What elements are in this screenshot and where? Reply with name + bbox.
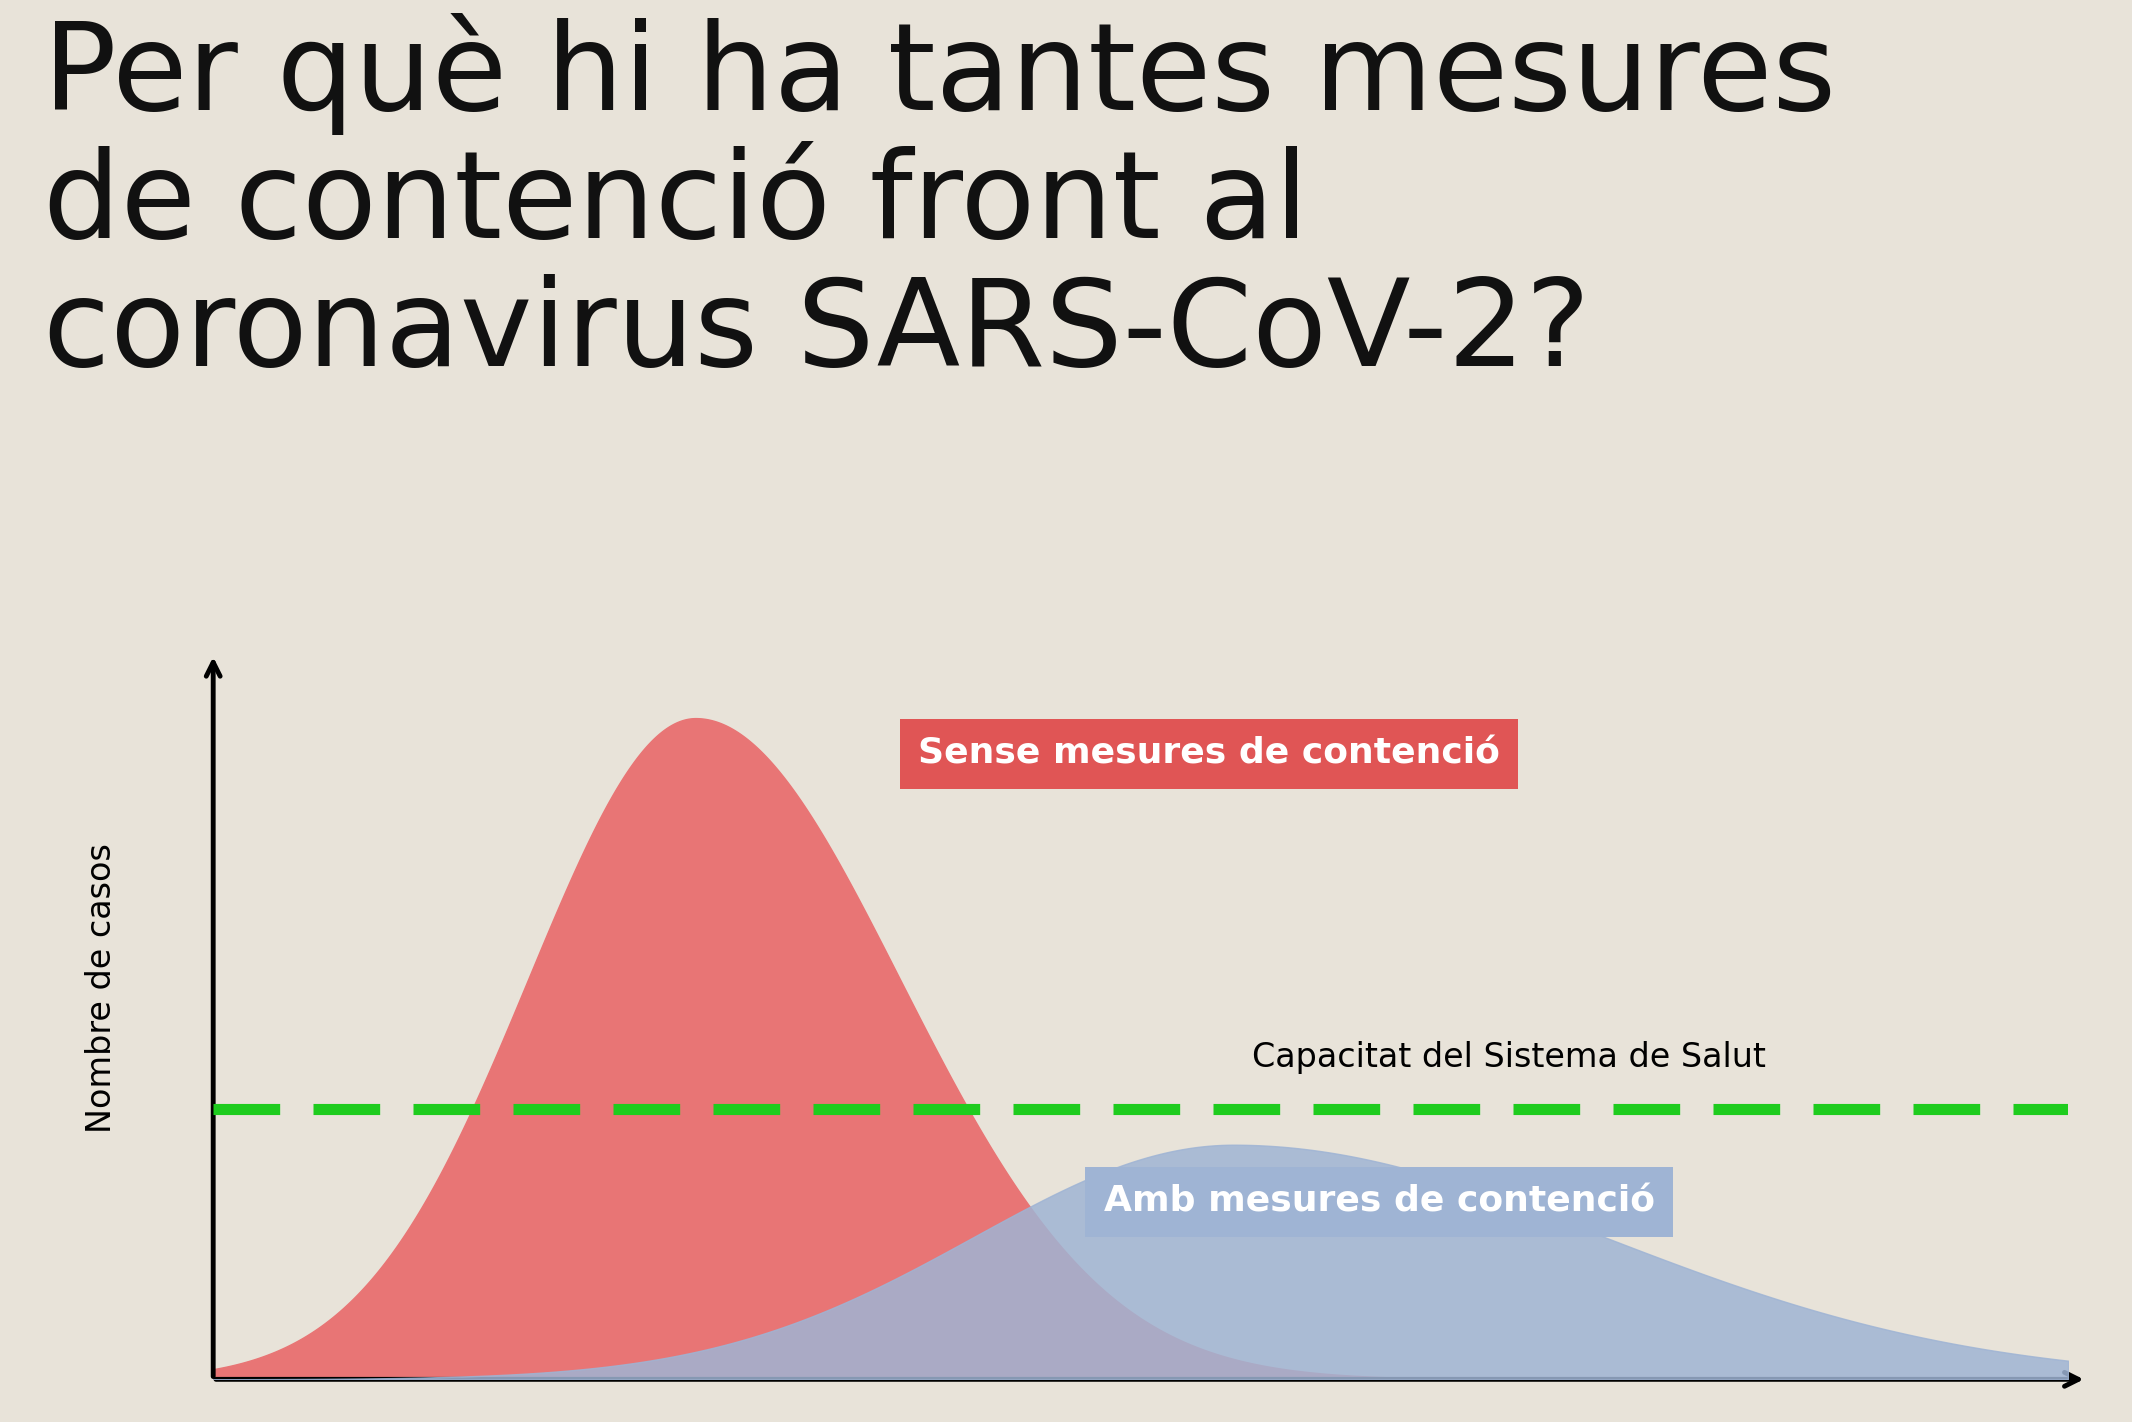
Text: Per què hi ha tantes mesures
de contenció front al
coronavirus SARS-CoV-2?: Per què hi ha tantes mesures de contenci… [43,13,1836,391]
Text: Capacitat del Sistema de Salut: Capacitat del Sistema de Salut [1251,1041,1765,1074]
Text: Nombre de casos: Nombre de casos [85,843,119,1133]
Text: Sense mesures de contenció: Sense mesures de contenció [919,737,1501,771]
Text: Amb mesures de contenció: Amb mesures de contenció [1104,1185,1654,1219]
